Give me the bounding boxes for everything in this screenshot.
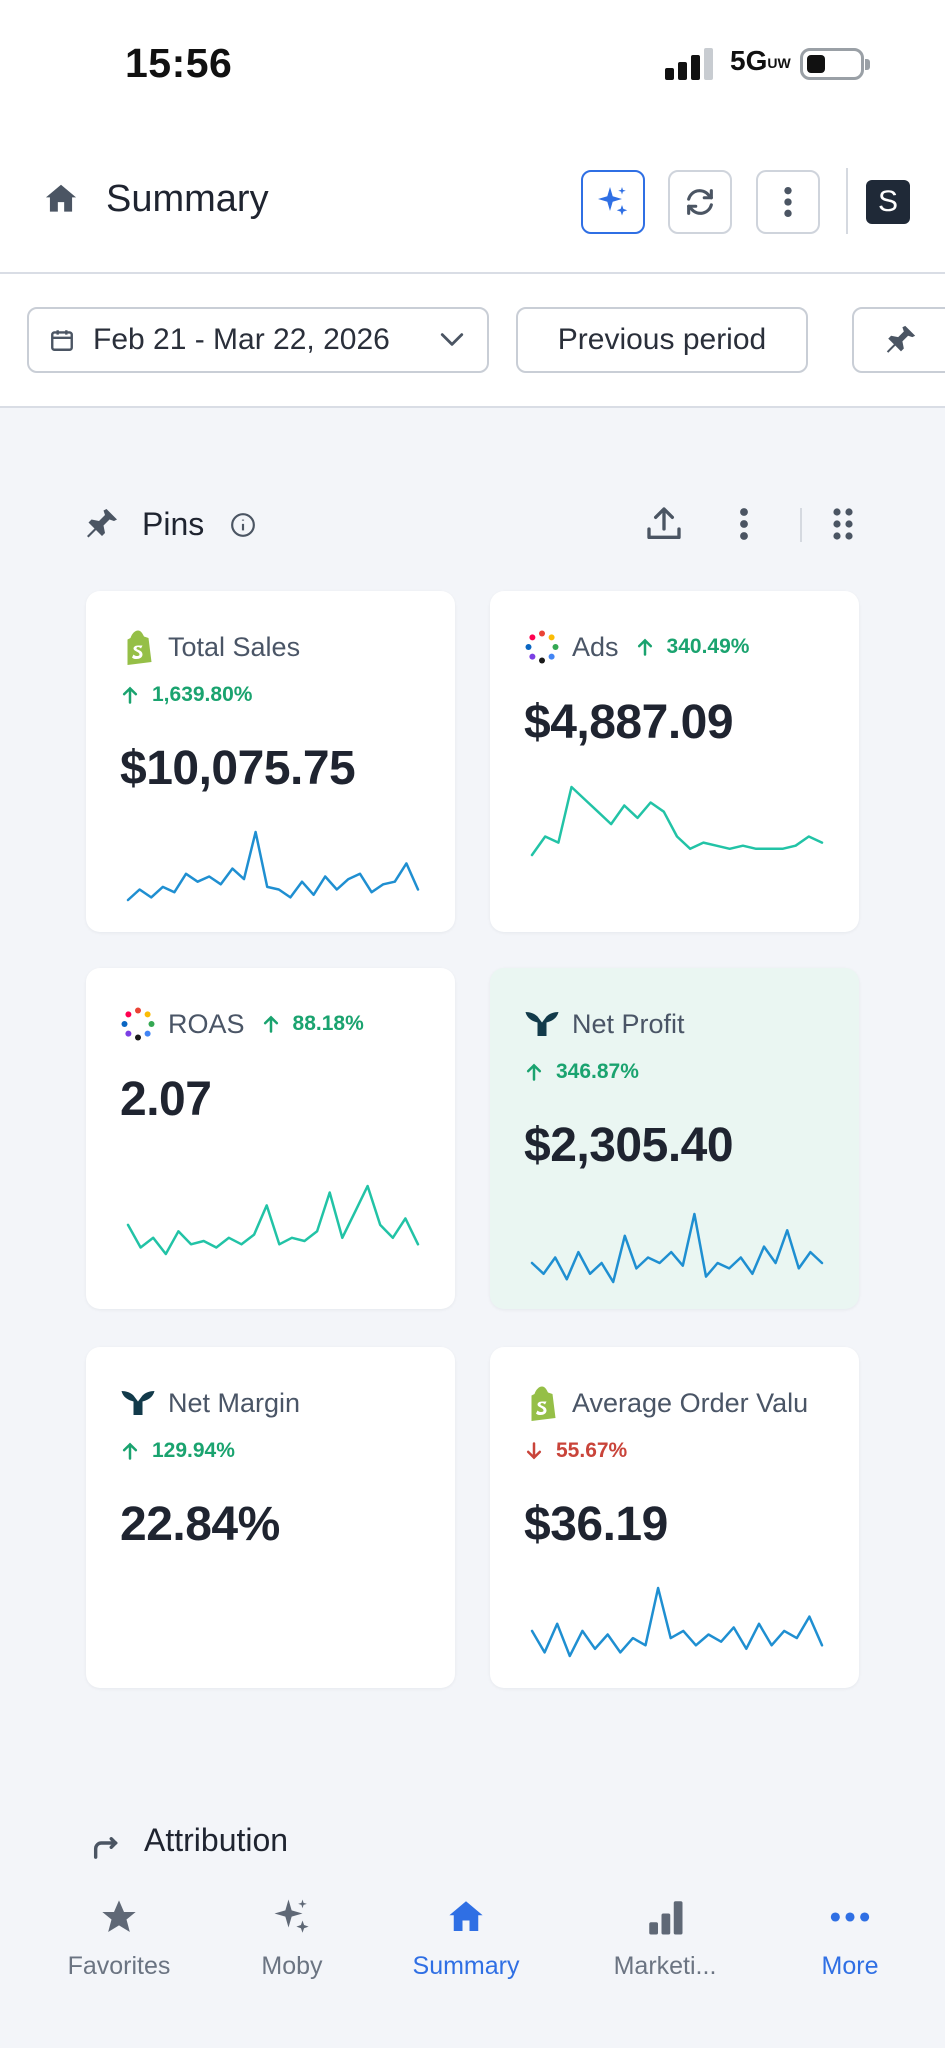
bottom-tab-bar: Favorites Moby Summary Marketi... More [0,1872,945,2048]
sparkles-icon [274,1899,309,1933]
tab-summary[interactable]: Summary [376,1892,556,1981]
card-title-text: Net Profit [572,1008,685,1039]
pin-icon [87,509,117,538]
refresh-icon [687,189,713,215]
calendar-icon [51,330,73,351]
pin-card-roas[interactable]: ROAS 88.18% 2.07 [86,968,455,1309]
filter-bar: Feb 21 - Mar 22, 2026 Previous period [0,274,945,408]
pins-section-header: Pins [84,500,864,550]
change-badge: 346.87% [524,1060,639,1084]
vertical-dots-icon[interactable] [738,506,750,542]
drag-handle-icon[interactable] [830,506,856,542]
pins-header-divider [800,508,802,542]
chevron-down-icon [440,333,464,346]
change-badge: 55.67% [524,1439,627,1463]
vertical-dots-icon [784,186,792,218]
attribution-section-title: Attribution [144,1822,289,1858]
card-title: ROAS 88.18% [120,1006,364,1042]
date-range-label: Feb 21 - Mar 22, 2026 [93,323,390,356]
shopify-icon [127,630,152,665]
tab-label: Moby [261,1952,323,1980]
sparkline [126,830,420,902]
triple-whale-icon [121,1391,155,1415]
arrow-up-icon [122,686,138,704]
pins-title: Pins [142,506,205,542]
card-title-text: Average Order Valu [572,1387,809,1418]
card-title: Ads 340.49% [524,629,749,665]
tab-label: Favorites [67,1952,171,1980]
arrow-up-icon [263,1015,278,1033]
change-badge: 340.49% [635,635,749,659]
more-options-button[interactable] [756,170,820,234]
ads-integrations-icon [525,630,559,664]
pin-card-ads[interactable]: Ads 340.49% $4,887.09 [490,591,859,932]
pin-filter-button[interactable] [852,307,945,373]
pin-card-net-profit[interactable]: Net Profit 346.87% $2,305.40 [490,968,859,1309]
tab-favorites[interactable]: Favorites [29,1892,209,1981]
sparkline [530,1212,824,1284]
card-title: Total Sales [120,629,300,665]
compare-period-button[interactable]: Previous period [516,307,808,373]
sparkline [126,1184,420,1256]
star-icon [102,1900,136,1932]
network-indicator: 5GUW [730,45,791,76]
tab-label: Summary [412,1952,520,1980]
compare-period-label: Previous period [557,323,767,356]
card-value: $36.19 [524,1498,668,1551]
status-bar: 15:56 5GUW [0,0,945,130]
page-title: Summary [106,178,269,220]
arrow-up-icon [122,1442,138,1460]
card-title: Average Order Valu [524,1385,808,1421]
card-value: 2.07 [120,1073,212,1126]
card-title-text: ROAS [168,1008,245,1039]
tab-more[interactable]: More [760,1892,940,1981]
home-icon [449,1901,483,1931]
refresh-button[interactable] [668,170,732,234]
arrow-up-icon [637,638,652,656]
date-range-picker[interactable]: Feb 21 - Mar 22, 2026 [27,307,489,373]
shopify-icon [531,1386,556,1421]
arrow-up-icon [526,1063,542,1081]
change-badge: 88.18% [261,1012,364,1036]
attribution-icon [93,1837,118,1859]
tab-marketing[interactable]: Marketi... [575,1892,755,1981]
change-badge: 129.94% [120,1439,235,1463]
sparkles-icon [598,187,628,216]
arrow-down-icon [526,1442,542,1460]
triple-whale-icon [525,1012,559,1036]
status-time: 15:56 [125,40,233,86]
pin-card-average-order-value[interactable]: Average Order Valu 55.67% $36.19 [490,1347,859,1688]
battery-icon [800,48,870,80]
card-title-text: Net Margin [168,1387,301,1418]
sparkline [530,785,824,857]
store-avatar[interactable]: S [866,180,910,224]
sparkline [530,1586,824,1658]
info-icon[interactable] [230,512,256,538]
signal-icon [665,48,715,80]
tab-label: More [821,1952,879,1980]
pin-card-total-sales[interactable]: Total Sales 1,639.80% $10,075.75 [86,591,455,932]
tab-label: Marketi... [613,1952,717,1980]
app-header: Summary S [0,130,945,274]
moby-ai-button[interactable] [581,170,645,234]
change-badge: 1,639.80% [120,683,252,707]
home-icon[interactable] [42,180,80,218]
card-value: $4,887.09 [524,696,734,749]
more-dots-icon [830,1912,870,1922]
pin-card-net-margin[interactable]: Net Margin 129.94% 22.84% [86,1347,455,1688]
card-title-text: Ads [572,631,619,662]
bar-chart-icon [649,1901,683,1935]
ads-integrations-icon [121,1007,155,1041]
share-icon[interactable] [644,504,684,544]
pin-icon [886,325,916,353]
card-value: $2,305.40 [524,1119,734,1172]
card-value: $10,075.75 [120,742,356,795]
header-divider [846,168,848,234]
card-value: 22.84% [120,1498,280,1551]
card-title: Net Profit [524,1006,685,1042]
card-title: Net Margin [120,1385,300,1421]
tab-moby[interactable]: Moby [202,1892,382,1981]
card-title-text: Total Sales [168,631,301,662]
